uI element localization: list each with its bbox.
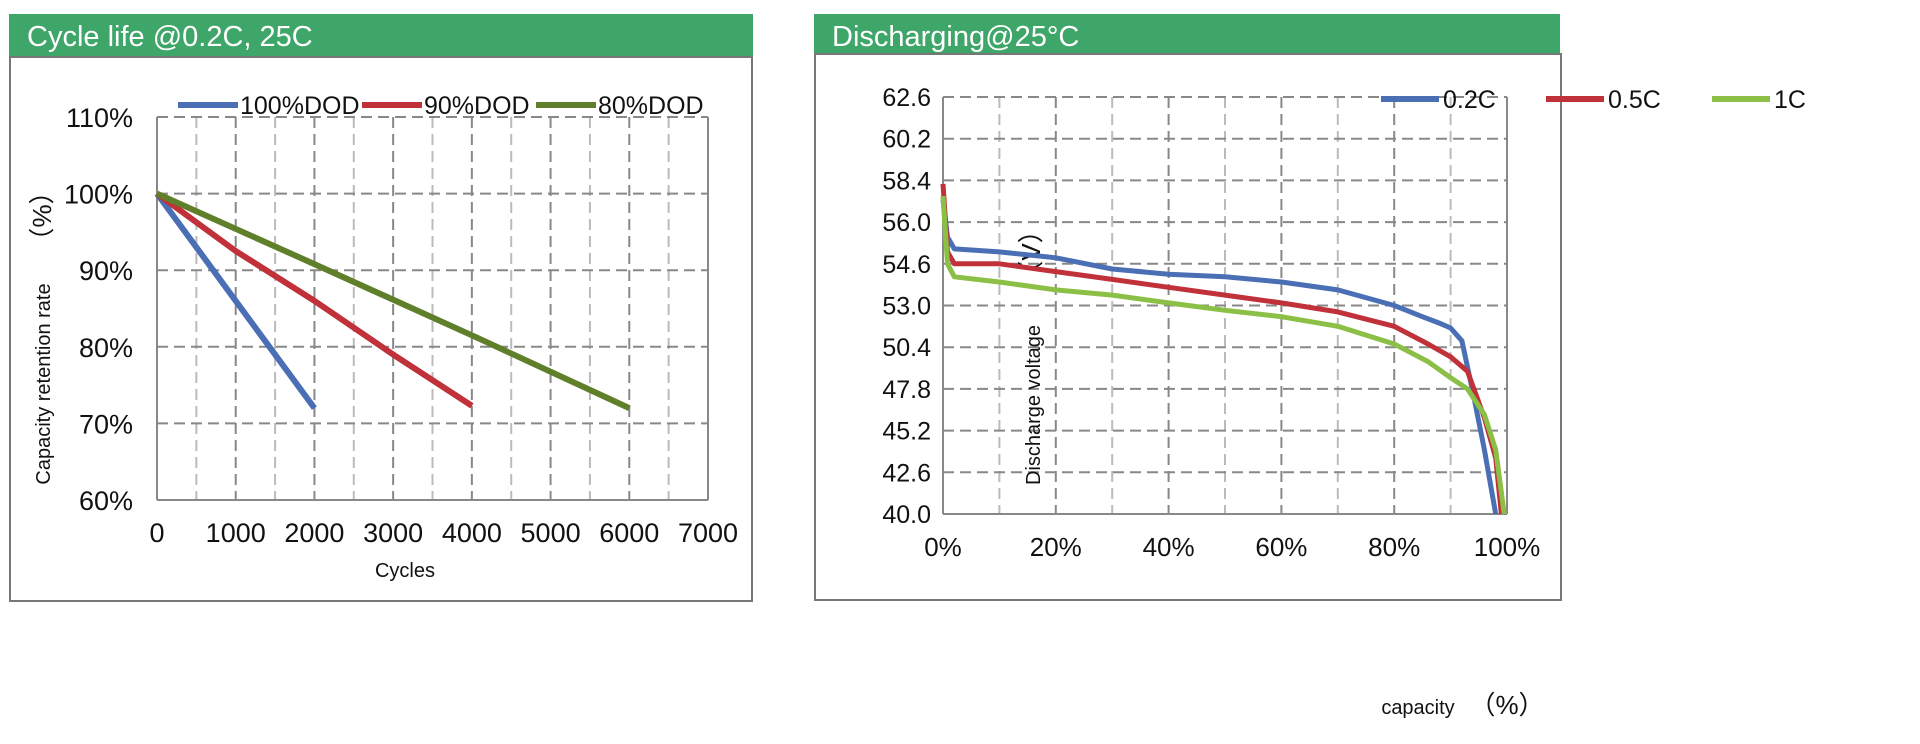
y-tick-label: 100% — [64, 180, 133, 210]
y-tick-label: 58.4 — [882, 167, 931, 195]
x-tick-label: 80% — [1368, 532, 1420, 562]
y-tick-label: 110% — [66, 103, 133, 133]
x-axis-label: Cycles — [375, 560, 435, 582]
y-tick-label: 60% — [79, 486, 133, 516]
x-axis-unit: （%） — [1469, 690, 1544, 720]
x-tick-label: 100% — [1474, 532, 1541, 562]
y-tick-label: 45.2 — [882, 418, 931, 446]
x-tick-label: 7000 — [678, 518, 738, 548]
y-tick-label: 62.6 — [882, 84, 931, 112]
x-tick-label: 0% — [924, 532, 962, 562]
legend-label: 100%DOD — [240, 92, 360, 120]
y-tick-label: 53.0 — [882, 293, 931, 321]
series-line — [154, 191, 317, 410]
x-tick-label: 60% — [1255, 532, 1307, 562]
series-line — [940, 183, 1504, 515]
series-line — [155, 191, 474, 409]
y-tick-label: 54.6 — [882, 251, 931, 279]
x-axis-label: capacity — [1381, 697, 1454, 719]
series-line — [940, 199, 1499, 515]
cycle-life-header: Cycle life @0.2C, 25C — [9, 14, 753, 60]
y-tick-label: 90% — [79, 256, 133, 286]
x-tick-label: 0 — [149, 518, 164, 548]
x-tick-label: 1000 — [206, 518, 266, 548]
series-line — [940, 195, 1507, 515]
legend-label: 1C — [1774, 86, 1806, 114]
y-axis-unit: （%） — [27, 178, 57, 253]
y-tick-label: 42.6 — [882, 459, 931, 487]
y-tick-label: 56.0 — [882, 209, 931, 237]
y-axis-label: Discharge voltage — [1023, 325, 1045, 485]
series-line — [155, 190, 631, 411]
y-tick-label: 50.4 — [882, 334, 931, 362]
x-tick-label: 20% — [1030, 532, 1082, 562]
y-tick-label: 80% — [79, 333, 133, 363]
y-axis-label: Capacity retention rate — [33, 283, 55, 484]
x-tick-label: 3000 — [363, 518, 423, 548]
x-tick-label: 40% — [1143, 532, 1195, 562]
x-tick-label: 4000 — [442, 518, 502, 548]
x-tick-label: 5000 — [521, 518, 581, 548]
discharging-header: Discharging@25°C — [814, 14, 1560, 60]
x-tick-label: 2000 — [284, 518, 344, 548]
legend-label: 80%DOD — [598, 92, 704, 120]
y-tick-label: 40.0 — [882, 501, 931, 529]
y-tick-label: 70% — [79, 409, 133, 439]
discharging-chart-frame — [814, 53, 1562, 601]
legend-label: 0.5C — [1608, 86, 1661, 114]
legend-label: 90%DOD — [424, 92, 530, 120]
y-tick-label: 47.8 — [882, 376, 931, 404]
y-tick-label: 60.2 — [882, 126, 931, 154]
x-tick-label: 6000 — [599, 518, 659, 548]
legend-label: 0.2C — [1443, 86, 1496, 114]
